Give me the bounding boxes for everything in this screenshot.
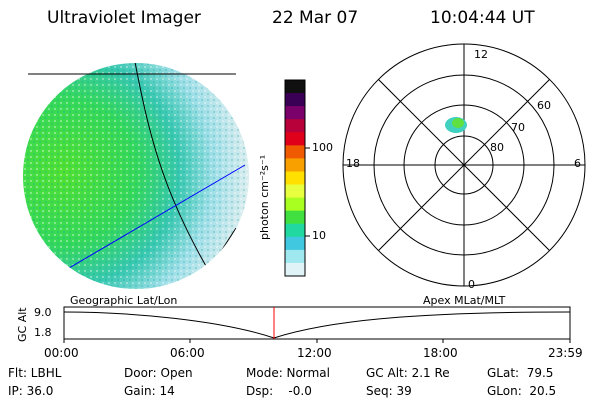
apex-label: Apex MLat/MLT bbox=[423, 294, 506, 307]
lat-lon-line bbox=[39, 164, 246, 286]
y-tick-label: 1.8 bbox=[34, 326, 52, 339]
colorbar-frame bbox=[284, 79, 306, 277]
mlt-label-12: 12 bbox=[474, 48, 488, 61]
colorbar-band bbox=[285, 93, 305, 107]
lat-label-60: 60 bbox=[537, 99, 551, 112]
x-tick-label: 06:00 bbox=[170, 346, 205, 360]
colorbar-tick-label: 100 bbox=[312, 141, 333, 154]
uvi-earth-image bbox=[23, 63, 249, 289]
info-glon: GLon: 20.5 bbox=[487, 384, 557, 398]
colorbar-band bbox=[285, 223, 305, 238]
colorbar-band bbox=[285, 249, 305, 264]
colorbar bbox=[285, 80, 305, 277]
polar-aurora-blob bbox=[445, 117, 467, 133]
info-gc-alt: GC Alt: 2.1 Re bbox=[366, 366, 450, 380]
colorbar-band bbox=[285, 158, 305, 172]
lat-label-80: 80 bbox=[490, 141, 504, 154]
info-glat: GLat: 79.5 bbox=[487, 366, 554, 380]
info-ip: IP: 36.0 bbox=[8, 384, 54, 398]
colorbar-band bbox=[285, 210, 305, 225]
colorbar-band bbox=[285, 184, 305, 199]
terminator-line bbox=[134, 63, 221, 289]
colorbar-band bbox=[285, 262, 305, 277]
mlt-label-0: 0 bbox=[468, 278, 475, 291]
lat-label-70: 70 bbox=[511, 121, 525, 134]
x-tick-label: 23:59 bbox=[548, 346, 583, 360]
colorbar-band bbox=[285, 236, 305, 251]
info-door: Door: Open bbox=[124, 366, 193, 380]
colorbar-band bbox=[285, 119, 305, 133]
colorbar-tick-label: 10 bbox=[312, 229, 326, 242]
colorbar-band bbox=[285, 171, 305, 186]
colorbar-band bbox=[285, 106, 305, 120]
mlt-label-6: 6 bbox=[574, 157, 581, 170]
instrument-title: Ultraviolet Imager bbox=[47, 8, 201, 28]
date-label: 22 Mar 07 bbox=[272, 8, 359, 28]
colorbar-band bbox=[285, 145, 305, 159]
polar-plot bbox=[342, 43, 586, 287]
colorbar-band bbox=[285, 80, 305, 94]
colorbar-band bbox=[285, 197, 305, 212]
info-flt: Flt: LBHL bbox=[8, 366, 62, 380]
x-tick-label: 18:00 bbox=[423, 346, 458, 360]
y-tick-label: 9.0 bbox=[34, 306, 52, 319]
info-gain: Gain: 14 bbox=[124, 384, 175, 398]
x-tick-label: 12:00 bbox=[297, 346, 332, 360]
gc-alt-axis-label: GC Alt bbox=[16, 307, 29, 342]
info-seq: Seq: 39 bbox=[366, 384, 412, 398]
polar-diagonal bbox=[378, 79, 550, 251]
altitude-curve bbox=[63, 311, 571, 339]
colorbar-band bbox=[285, 132, 305, 146]
info-dsp: Dsp: -0.0 bbox=[246, 384, 312, 398]
colorbar-unit-label: photon cm⁻²s⁻¹ bbox=[258, 154, 271, 240]
altitude-timeline bbox=[63, 306, 571, 343]
info-mode: Mode: Normal bbox=[246, 366, 330, 380]
x-tick-label: 00:00 bbox=[44, 346, 79, 360]
time-label: 10:04:44 UT bbox=[430, 8, 535, 28]
geographic-label: Geographic Lat/Lon bbox=[70, 294, 178, 307]
mlt-label-18: 18 bbox=[346, 157, 360, 170]
